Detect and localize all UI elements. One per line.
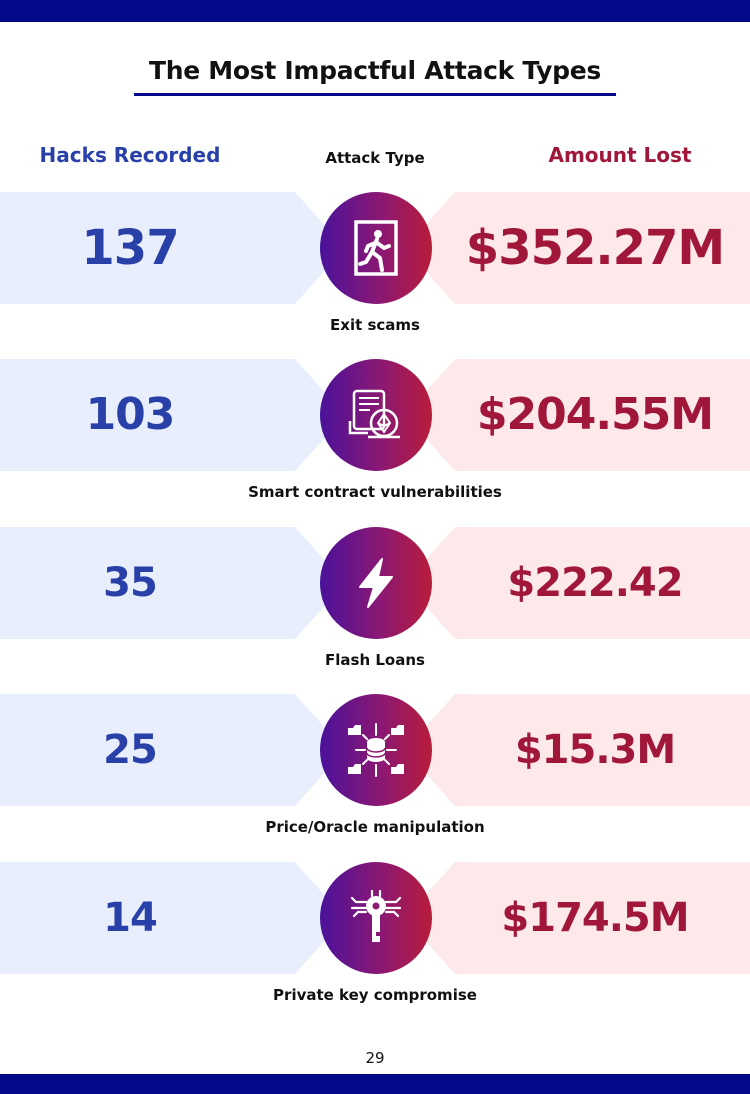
attack-icon-circle [320,862,432,974]
attack-type-label: Price/Oracle manipulation [265,818,485,836]
attack-row-flash-loans: 35 $222.42 Flash Loans [0,527,750,669]
hacks-band [0,862,345,974]
hacks-count: 14 [103,895,158,941]
amount-lost: $222.42 [507,560,683,606]
hacks-count: 103 [85,389,176,440]
hacks-count: 137 [81,220,179,276]
amount-lost: $15.3M [514,727,676,773]
amount-lost: $174.5M [501,895,689,941]
amount-lost: $204.55M [476,389,714,440]
attack-row-smart-contract: 103 $204.55M Smart contract vulnerabilit… [0,359,750,501]
exit-door-icon [354,220,398,276]
amount-band [405,359,750,471]
top-band [0,0,750,22]
smart-contract-icon [348,389,400,439]
attack-type-label: Private key compromise [273,986,477,1004]
hacks-band [0,359,345,471]
column-header-amount-lost: Amount Lost [548,143,692,167]
attack-row-price-oracle: 25 $15.3M Price/Oracle manipulation [0,694,750,836]
hacks-band [0,527,345,639]
bottom-band [0,1074,750,1094]
amount-lost: $352.27M [465,220,725,276]
amount-band [405,192,750,304]
attack-icon-circle [320,359,432,471]
attack-icon-circle [320,527,432,639]
hacks-count: 35 [103,560,158,606]
attack-row-private-key: 14 $174.5M Private key compromise [0,862,750,1004]
hacks-count: 25 [103,727,158,773]
hacks-band [0,192,345,304]
circuit-key-icon [350,889,402,942]
amount-band [405,527,750,639]
hacks-band [0,694,345,806]
attack-type-label: Smart contract vulnerabilities [248,483,502,501]
page-number: 29 [365,1049,385,1067]
attack-icon-circle [320,192,432,304]
amount-band [405,694,750,806]
attack-icon-circle [320,694,432,806]
column-header-hacks-recorded: Hacks Recorded [39,143,221,167]
database-network-icon [348,723,404,777]
page-title: The Most Impactful Attack Types [148,56,602,85]
title-underline [134,93,616,96]
amount-band [405,862,750,974]
column-header-attack-type: Attack Type [325,149,425,167]
attack-type-label: Exit scams [330,316,420,334]
attack-row-exit-scams: 137 $352.27M Exit scams [0,192,750,334]
lightning-bolt-icon [359,558,393,608]
attack-type-label: Flash Loans [325,651,425,669]
